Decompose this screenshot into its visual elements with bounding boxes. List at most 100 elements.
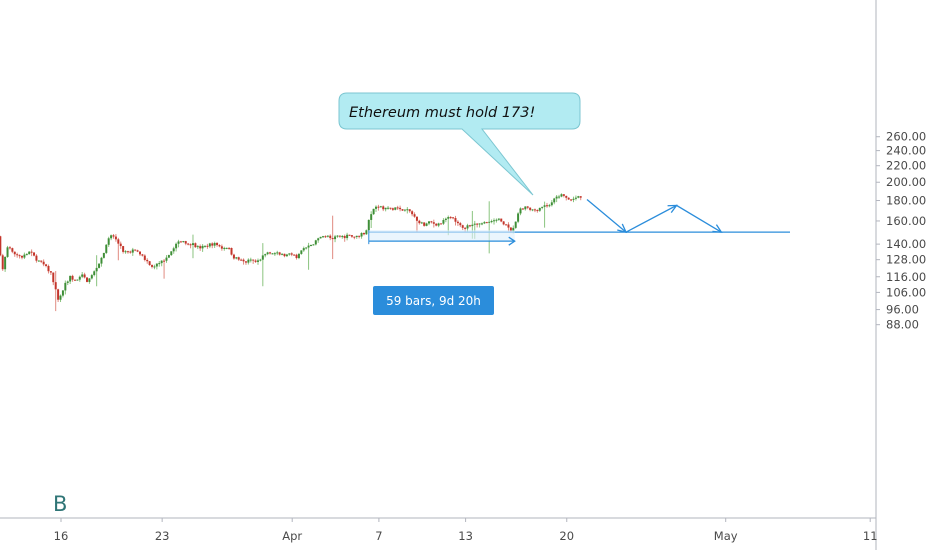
candle-body: [141, 254, 144, 256]
candle-body: [490, 221, 493, 223]
candle-body: [122, 246, 125, 252]
candle-body: [206, 245, 209, 247]
candle-body: [42, 261, 45, 265]
candle-body: [235, 257, 238, 259]
candle-body: [548, 205, 551, 207]
candle-body: [468, 225, 471, 227]
candle-body: [370, 214, 373, 220]
candle-body: [11, 248, 14, 252]
time-tick-label: 16: [54, 529, 69, 543]
candle-body: [415, 216, 418, 221]
candle-body: [78, 276, 81, 280]
candle-body: [61, 290, 64, 296]
time-axis[interactable]: 16 23 Apr 7 13 20 May 11: [54, 518, 878, 543]
candle-body: [33, 252, 36, 256]
candle-body: [247, 259, 250, 263]
candle-body: [184, 241, 187, 244]
time-tick-label: 23: [155, 529, 170, 543]
candle-body: [223, 247, 226, 249]
candle-body: [242, 259, 245, 262]
candle-body: [336, 235, 339, 237]
candle-body: [543, 205, 546, 207]
candle-body: [307, 245, 310, 248]
candle-body: [524, 206, 527, 210]
candle-body: [73, 279, 76, 281]
candle-body: [348, 234, 351, 236]
price-tick-label: 106.00: [886, 285, 926, 299]
projection-path[interactable]: [586, 199, 722, 233]
candle-body: [254, 260, 257, 262]
candle-body: [218, 245, 221, 247]
candle-body: [560, 194, 563, 197]
candle-body: [136, 250, 139, 252]
candle-body: [322, 236, 325, 238]
candle-body: [579, 196, 582, 198]
candle-body: [533, 209, 536, 211]
price-tick-label: 240.00: [886, 144, 926, 158]
candle-body: [478, 223, 481, 225]
candle-body: [138, 251, 141, 255]
candle-body: [319, 236, 322, 239]
candle-body: [493, 220, 496, 222]
time-tick-label: 11: [863, 529, 878, 543]
candle-body: [517, 213, 520, 222]
candle-body: [466, 225, 469, 229]
candle-body: [427, 221, 430, 224]
candle-body: [514, 221, 517, 228]
candle-body: [440, 223, 443, 225]
candle-body: [562, 194, 565, 196]
candle-body: [86, 277, 89, 282]
candle-body: [387, 207, 390, 209]
candle-body: [406, 209, 409, 211]
candle-body: [432, 222, 435, 224]
candle-body: [194, 243, 197, 248]
candle-body: [49, 271, 52, 273]
candle-body: [191, 243, 194, 246]
candle-body: [57, 289, 60, 300]
candle-body: [350, 235, 353, 237]
candle-body: [273, 253, 276, 255]
candle-body: [375, 206, 378, 209]
candle-body: [423, 222, 426, 226]
candle-body: [420, 222, 423, 224]
candle-body: [570, 199, 573, 201]
candle-body: [23, 254, 26, 258]
candle-body: [295, 254, 298, 259]
price-tick-label: 140.00: [886, 237, 926, 251]
candle-body: [505, 224, 508, 226]
candle-body: [341, 236, 344, 238]
candle-body: [555, 196, 558, 199]
candle-body: [16, 254, 19, 256]
candle-body: [30, 251, 33, 253]
candle-body: [129, 251, 132, 253]
measure-range: [368, 230, 515, 242]
candle-body: [90, 275, 93, 279]
price-tick-label: 116.00: [886, 270, 926, 284]
candle-body: [372, 208, 375, 215]
measure-label[interactable]: 59 bars, 9d 20h: [373, 286, 494, 315]
projection-arrowhead: [712, 224, 723, 233]
candle-body: [360, 233, 363, 237]
callout-bubble[interactable]: Ethereum must hold 173!: [338, 92, 581, 196]
candle-body: [102, 252, 105, 258]
candle-body: [199, 246, 202, 249]
candle-body: [83, 274, 86, 278]
candle-body: [0, 236, 2, 256]
candle-body: [473, 223, 476, 225]
candle-body: [391, 208, 394, 210]
time-tick-label: 7: [375, 529, 382, 543]
candle-body: [367, 219, 370, 231]
candle-body: [269, 252, 272, 254]
price-tick-label: 160.00: [886, 214, 926, 228]
time-tick-label: May: [714, 529, 738, 543]
candle-body: [208, 243, 211, 247]
candle-body: [165, 257, 168, 261]
candle-body: [471, 224, 474, 227]
candle-body: [324, 236, 327, 238]
candle-body: [288, 253, 291, 255]
candle-body: [512, 227, 515, 232]
candle-body: [403, 209, 406, 211]
candle-body: [95, 267, 98, 272]
